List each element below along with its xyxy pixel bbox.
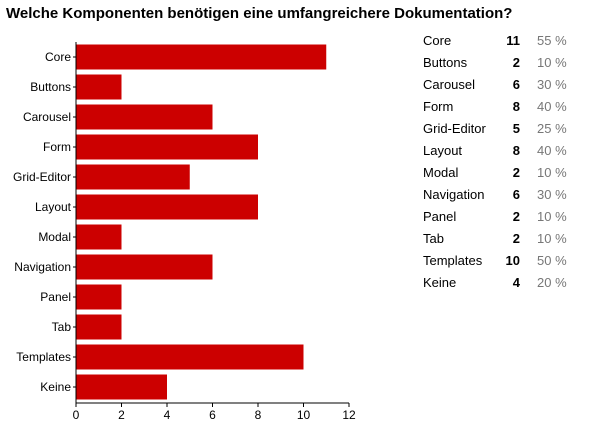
summary-row: Grid-Editor 5 25 % bbox=[423, 118, 583, 140]
summary-row: Tab 2 10 % bbox=[423, 228, 583, 250]
summary-category: Layout bbox=[423, 143, 463, 158]
summary-percentage: 10 % bbox=[537, 231, 567, 246]
category-label: Carousel bbox=[23, 110, 71, 124]
summary-row: Navigation 6 30 % bbox=[423, 184, 583, 206]
category-label: Buttons bbox=[30, 80, 71, 94]
category-label: Keine bbox=[40, 380, 71, 394]
summary-count: 2 bbox=[512, 209, 520, 224]
bar-form bbox=[76, 134, 258, 160]
summary-percentage: 20 % bbox=[537, 275, 567, 290]
summary-category: Navigation bbox=[423, 187, 485, 202]
category-label: Navigation bbox=[14, 260, 71, 274]
category-label: Form bbox=[43, 140, 71, 154]
bar-panel bbox=[76, 284, 122, 310]
summary-category: Templates bbox=[423, 253, 483, 268]
summary-percentage: 50 % bbox=[537, 253, 567, 268]
summary-row: Core 11 55 % bbox=[423, 30, 583, 52]
summary-row: Templates 10 50 % bbox=[423, 250, 583, 272]
category-label: Core bbox=[45, 50, 71, 64]
x-tick-label: 4 bbox=[164, 408, 171, 422]
summary-row: Buttons 2 10 % bbox=[423, 52, 583, 74]
summary-row: Layout 8 40 % bbox=[423, 140, 583, 162]
bar-grid-editor bbox=[76, 164, 190, 190]
summary-count: 10 bbox=[505, 253, 520, 268]
summary-percentage: 30 % bbox=[537, 77, 567, 92]
summary-count: 5 bbox=[512, 121, 520, 136]
summary-percentage: 40 % bbox=[537, 143, 567, 158]
category-label: Tab bbox=[52, 320, 72, 334]
summary-category: Panel bbox=[423, 209, 457, 224]
summary-category: Modal bbox=[423, 165, 459, 180]
summary-percentage: 10 % bbox=[537, 209, 567, 224]
x-tick-label: 0 bbox=[73, 408, 80, 422]
bar-templates bbox=[76, 344, 304, 370]
summary-count: 11 bbox=[506, 33, 520, 48]
category-label: Modal bbox=[38, 230, 71, 244]
bar-keine bbox=[76, 374, 167, 400]
bar-tab bbox=[76, 314, 122, 340]
summary-count: 6 bbox=[512, 187, 520, 202]
bar-navigation bbox=[76, 254, 213, 280]
summary-row: Modal 2 10 % bbox=[423, 162, 583, 184]
summary-category: Keine bbox=[423, 275, 457, 290]
x-tick-label: 10 bbox=[297, 408, 311, 422]
summary-row: Form 8 40 % bbox=[423, 96, 583, 118]
summary-count: 2 bbox=[512, 55, 520, 70]
chart-title: Welche Komponenten benötigen eine umfang… bbox=[6, 5, 513, 22]
x-tick-label: 12 bbox=[342, 408, 356, 422]
summary-count: 4 bbox=[512, 275, 520, 290]
category-label: Panel bbox=[40, 290, 71, 304]
bar-chart: Core Buttons Carousel Form Grid-Editor Layout… bbox=[13, 42, 356, 422]
summary-percentage: 10 % bbox=[537, 165, 567, 180]
summary-table: Core 11 55 % Buttons 2 10 % Carousel 6 30 % Form 8… bbox=[423, 30, 583, 294]
x-tick-label: 8 bbox=[255, 408, 262, 422]
summary-category: Buttons bbox=[423, 55, 468, 70]
summary-row: Panel 2 10 % bbox=[423, 206, 583, 228]
summary-percentage: 10 % bbox=[537, 55, 567, 70]
summary-count: 2 bbox=[512, 165, 520, 180]
summary-category: Tab bbox=[423, 231, 444, 246]
category-label: Grid-Editor bbox=[13, 170, 71, 184]
summary-row: Carousel 6 30 % bbox=[423, 74, 583, 96]
summary-count: 6 bbox=[512, 77, 520, 92]
summary-category: Grid-Editor bbox=[423, 121, 486, 136]
bar-layout bbox=[76, 194, 258, 220]
summary-count: 8 bbox=[512, 99, 520, 114]
bar-buttons bbox=[76, 74, 122, 100]
summary-category: Core bbox=[423, 33, 452, 48]
summary-percentage: 25 % bbox=[537, 121, 567, 136]
summary-count: 2 bbox=[512, 231, 520, 246]
summary-count: 8 bbox=[512, 143, 520, 158]
summary-percentage: 30 % bbox=[537, 187, 567, 202]
category-label: Layout bbox=[35, 200, 72, 214]
summary-percentage: 55 % bbox=[537, 33, 567, 48]
summary-category: Carousel bbox=[423, 77, 476, 92]
x-tick-label: 2 bbox=[118, 408, 125, 422]
bar-core bbox=[76, 44, 327, 70]
bar-modal bbox=[76, 224, 122, 250]
summary-percentage: 40 % bbox=[537, 99, 567, 114]
summary-category: Form bbox=[423, 99, 454, 114]
category-label: Templates bbox=[16, 350, 71, 364]
x-tick-label: 6 bbox=[209, 408, 216, 422]
bar-carousel bbox=[76, 104, 213, 130]
summary-row: Keine 4 20 % bbox=[423, 272, 583, 294]
